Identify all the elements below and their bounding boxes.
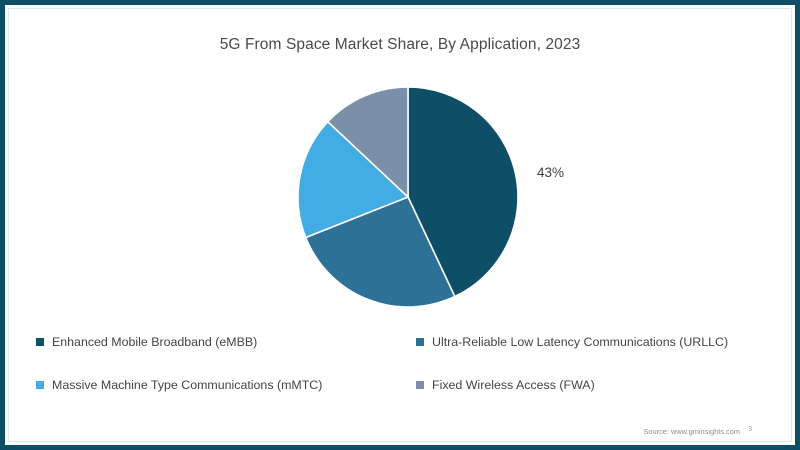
legend-label: Ultra-Reliable Low Latency Communication…: [432, 335, 729, 349]
pie-slice[interactable]: [297, 120, 409, 239]
pie-slice[interactable]: [304, 196, 456, 308]
source-attribution: Source: www.gminsights.com: [643, 427, 740, 436]
legend-item-urllc[interactable]: Ultra-Reliable Low Latency Communication…: [416, 332, 776, 352]
legend-swatch-icon: [416, 338, 424, 346]
legend-swatch-icon: [36, 381, 44, 389]
pie-chart-svg: [297, 86, 519, 308]
legend-label: Fixed Wireless Access (FWA): [432, 378, 595, 392]
pie-slice-label-embb: 43%: [537, 165, 565, 180]
legend-item-fwa[interactable]: Fixed Wireless Access (FWA): [416, 375, 776, 395]
chart-legend: Enhanced Mobile Broadband (eMBB) Ultra-R…: [36, 332, 776, 418]
legend-label: Enhanced Mobile Broadband (eMBB): [52, 335, 258, 349]
page-number: 3: [748, 426, 752, 433]
legend-item-embb[interactable]: Enhanced Mobile Broadband (eMBB): [36, 332, 416, 352]
pie-chart: [297, 86, 519, 308]
pie-slice[interactable]: [327, 86, 409, 198]
pie-slice[interactable]: [407, 86, 519, 298]
legend-item-mmtc[interactable]: Massive Machine Type Communications (mMT…: [36, 375, 416, 395]
legend-swatch-icon: [36, 338, 44, 346]
chart-title: 5G From Space Market Share, By Applicati…: [219, 36, 581, 53]
legend-row: Massive Machine Type Communications (mMT…: [36, 375, 776, 418]
legend-label: Massive Machine Type Communications (mMT…: [52, 378, 323, 392]
legend-row: Enhanced Mobile Broadband (eMBB) Ultra-R…: [36, 332, 776, 375]
legend-swatch-icon: [416, 381, 424, 389]
